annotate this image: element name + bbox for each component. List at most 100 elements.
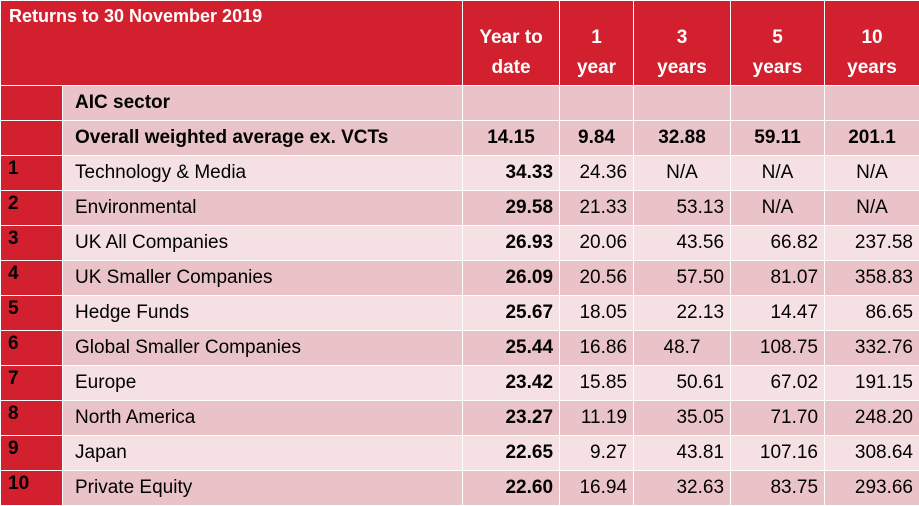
col-header-ytd-line1: Year to (479, 27, 542, 48)
ytd-value: 22.65 (463, 436, 560, 471)
rank-cell: 6 (1, 331, 63, 366)
1yr-value: 18.05 (560, 296, 634, 331)
table-row: 9 Japan 22.65 9.27 43.81 107.16 308.64 (1, 436, 919, 471)
overall-10yr: 201.1 (825, 121, 919, 156)
col-header-10yr-line2: years (847, 57, 897, 78)
sector-name: UK Smaller Companies (63, 261, 463, 296)
col-header-ytd: Year to date (463, 1, 560, 86)
rank-cell: 8 (1, 401, 63, 436)
ytd-value: 23.42 (463, 366, 560, 401)
10yr-value: N/A (825, 156, 919, 191)
empty-cell (560, 86, 634, 121)
col-header-5yr-line1: 5 (772, 27, 783, 48)
empty-cell (825, 86, 919, 121)
rank-cell: 7 (1, 366, 63, 401)
3yr-value: 57.50 (634, 261, 731, 296)
col-header-5yr-line2: years (753, 57, 803, 78)
col-header-1yr-line1: 1 (591, 27, 602, 48)
overall-3yr: 32.88 (634, 121, 731, 156)
col-header-1yr-line2: year (577, 57, 616, 78)
col-header-10yr-line1: 10 (861, 27, 882, 48)
empty-cell (731, 86, 825, 121)
5yr-value: 66.82 (731, 226, 825, 261)
rank-cell: 1 (1, 156, 63, 191)
10yr-value: 237.58 (825, 226, 919, 261)
10yr-value: 293.66 (825, 471, 919, 506)
col-header-3yr: 3 years (634, 1, 731, 86)
sector-label-row: AIC sector (1, 86, 919, 121)
sector-name: North America (63, 401, 463, 436)
1yr-value: 15.85 (560, 366, 634, 401)
10yr-value: 358.83 (825, 261, 919, 296)
table-row: 5 Hedge Funds 25.67 18.05 22.13 14.47 86… (1, 296, 919, 331)
sector-label: AIC sector (63, 86, 463, 121)
table-row: 6 Global Smaller Companies 25.44 16.86 4… (1, 331, 919, 366)
3yr-value: 43.56 (634, 226, 731, 261)
1yr-value: 21.33 (560, 191, 634, 226)
sector-name: Private Equity (63, 471, 463, 506)
5yr-value: 67.02 (731, 366, 825, 401)
ytd-value: 25.44 (463, 331, 560, 366)
sector-name: Environmental (63, 191, 463, 226)
sector-name: Japan (63, 436, 463, 471)
1yr-value: 20.56 (560, 261, 634, 296)
ytd-value: 29.58 (463, 191, 560, 226)
sector-name: Hedge Funds (63, 296, 463, 331)
sector-name: Global Smaller Companies (63, 331, 463, 366)
10yr-value: 248.20 (825, 401, 919, 436)
empty-cell (634, 86, 731, 121)
5yr-value: 107.16 (731, 436, 825, 471)
table-row: 7 Europe 23.42 15.85 50.61 67.02 191.15 (1, 366, 919, 401)
3yr-value: 48.7 (634, 331, 731, 366)
10yr-value: 308.64 (825, 436, 919, 471)
table-row: 4 UK Smaller Companies 26.09 20.56 57.50… (1, 261, 919, 296)
10yr-value: N/A (825, 191, 919, 226)
ytd-value: 23.27 (463, 401, 560, 436)
empty-cell (463, 86, 560, 121)
table-row: 10 Private Equity 22.60 16.94 32.63 83.7… (1, 471, 919, 506)
1yr-value: 9.27 (560, 436, 634, 471)
table-title: Returns to 30 November 2019 (1, 1, 463, 86)
3yr-value: N/A (634, 156, 731, 191)
3yr-value: 50.61 (634, 366, 731, 401)
overall-1yr: 9.84 (560, 121, 634, 156)
5yr-value: 71.70 (731, 401, 825, 436)
3yr-value: 53.13 (634, 191, 731, 226)
rank-cell: 10 (1, 471, 63, 506)
10yr-value: 86.65 (825, 296, 919, 331)
col-header-ytd-line2: date (491, 57, 530, 78)
table-row: 8 North America 23.27 11.19 35.05 71.70 … (1, 401, 919, 436)
ytd-value: 34.33 (463, 156, 560, 191)
5yr-value: N/A (731, 191, 825, 226)
3yr-value: 22.13 (634, 296, 731, 331)
table-row: 2 Environmental 29.58 21.33 53.13 N/A N/… (1, 191, 919, 226)
rank-cell: 4 (1, 261, 63, 296)
rank-cell-empty (1, 86, 63, 121)
overall-5yr: 59.11 (731, 121, 825, 156)
sector-name: UK All Companies (63, 226, 463, 261)
3yr-value: 32.63 (634, 471, 731, 506)
10yr-value: 191.15 (825, 366, 919, 401)
rank-cell-empty (1, 121, 63, 156)
rank-cell: 9 (1, 436, 63, 471)
5yr-value: 83.75 (731, 471, 825, 506)
1yr-value: 16.86 (560, 331, 634, 366)
1yr-value: 24.36 (560, 156, 634, 191)
5yr-value: 108.75 (731, 331, 825, 366)
ytd-value: 22.60 (463, 471, 560, 506)
rank-cell: 5 (1, 296, 63, 331)
col-header-3yr-line1: 3 (677, 27, 688, 48)
ytd-value: 26.09 (463, 261, 560, 296)
5yr-value: 81.07 (731, 261, 825, 296)
rank-cell: 3 (1, 226, 63, 261)
overall-row: Overall weighted average ex. VCTs 14.15 … (1, 121, 919, 156)
col-header-10yr: 10 years (825, 1, 919, 86)
1yr-value: 11.19 (560, 401, 634, 436)
ytd-value: 26.93 (463, 226, 560, 261)
col-header-3yr-line2: years (657, 57, 707, 78)
5yr-value: 14.47 (731, 296, 825, 331)
col-header-1yr: 1 year (560, 1, 634, 86)
